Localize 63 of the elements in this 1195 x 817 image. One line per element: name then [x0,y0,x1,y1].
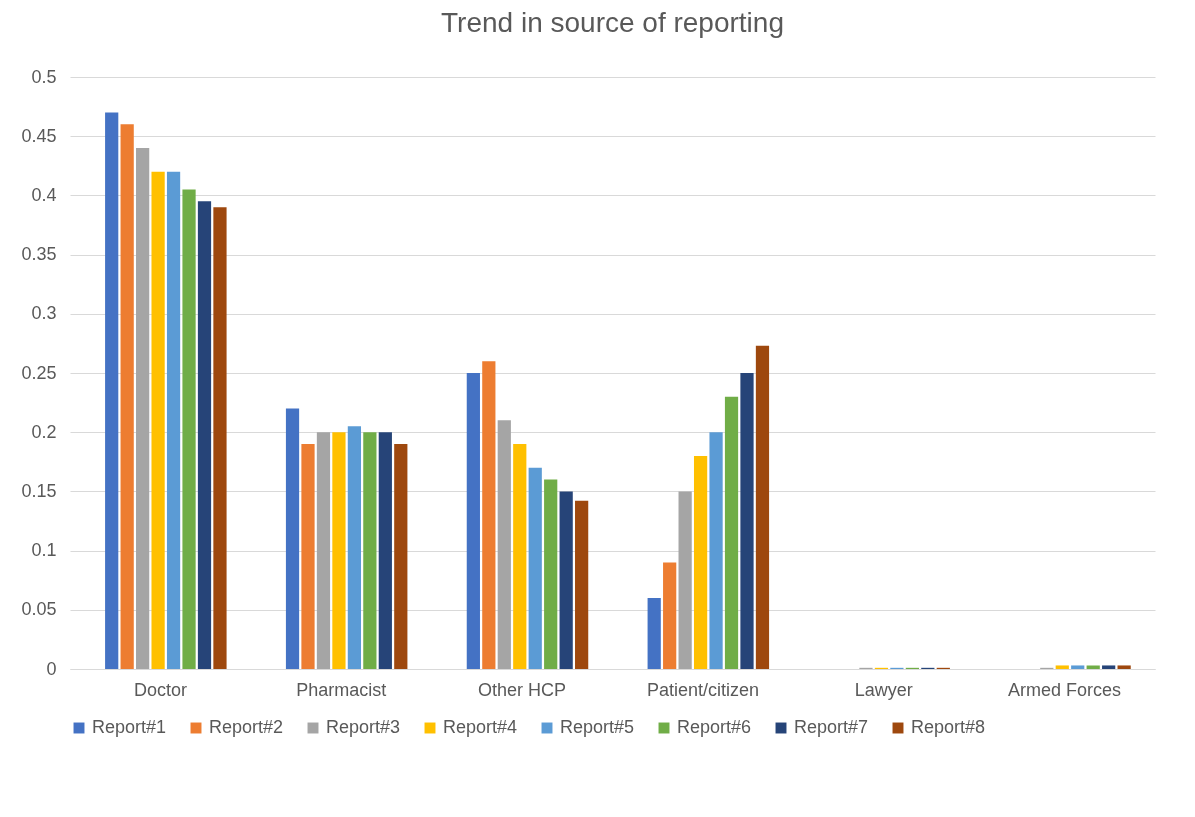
legend-label: Report#8 [911,717,986,737]
legend-label: Report#4 [443,717,518,737]
bar [213,207,227,669]
bar [316,432,331,669]
x-tick-label: Armed Forces [1008,679,1122,700]
bar [466,373,480,669]
x-tick-label: Other HCP [478,679,567,700]
bar [347,426,362,669]
bar [575,500,589,669]
bar [1102,665,1116,669]
bar [1071,665,1085,669]
y-tick-label: 0.5 [31,66,57,87]
bar [482,361,496,669]
bar [678,491,692,669]
bar [709,432,723,669]
bar [513,444,527,669]
bar [724,396,739,669]
bar [166,171,181,669]
bar [182,189,196,669]
bar [197,201,212,669]
bar [378,432,392,669]
bar [528,467,542,669]
x-tick-label: Lawyer [854,679,913,700]
y-tick-label: 0.05 [21,599,57,620]
bar [394,444,408,669]
bar [105,112,119,669]
bar [285,408,300,669]
bar [497,420,511,669]
y-tick-label: 0.35 [21,244,57,265]
legend-label: Report#6 [677,717,752,737]
bar [740,373,754,669]
y-tick-label: 0.15 [21,480,57,501]
y-tick-label: 0.4 [31,184,57,205]
bar [120,124,134,669]
legend-label: Report#5 [560,717,635,737]
x-tick-label: Pharmacist [296,679,387,700]
bar [301,444,315,669]
bar [136,148,150,669]
legend-label: Report#3 [326,717,401,737]
legend-label: Report#7 [794,717,869,737]
bar [544,479,558,669]
bar [1117,665,1131,669]
y-tick-label: 0.2 [31,421,57,442]
bar [663,562,677,669]
x-tick-label: Patient/citizen [646,679,759,700]
y-tick-label: 0.25 [21,362,57,383]
legend-label: Report#1 [92,717,167,737]
bar [332,432,346,669]
bar [1055,665,1069,669]
legend-label: Report#2 [209,717,284,737]
bar [647,597,661,669]
bar [693,455,708,669]
x-tick-label: Doctor [133,679,187,700]
bar [151,171,165,669]
bar [755,345,770,669]
y-tick-label: 0.1 [31,540,57,561]
bar [1086,665,1100,669]
y-tick-label: 0 [46,658,57,679]
y-tick-label: 0.45 [21,125,57,146]
bar [363,432,377,669]
chart-title: Trend in source of reporting [441,7,784,38]
bar [559,491,573,669]
y-tick-label: 0.3 [31,303,57,324]
